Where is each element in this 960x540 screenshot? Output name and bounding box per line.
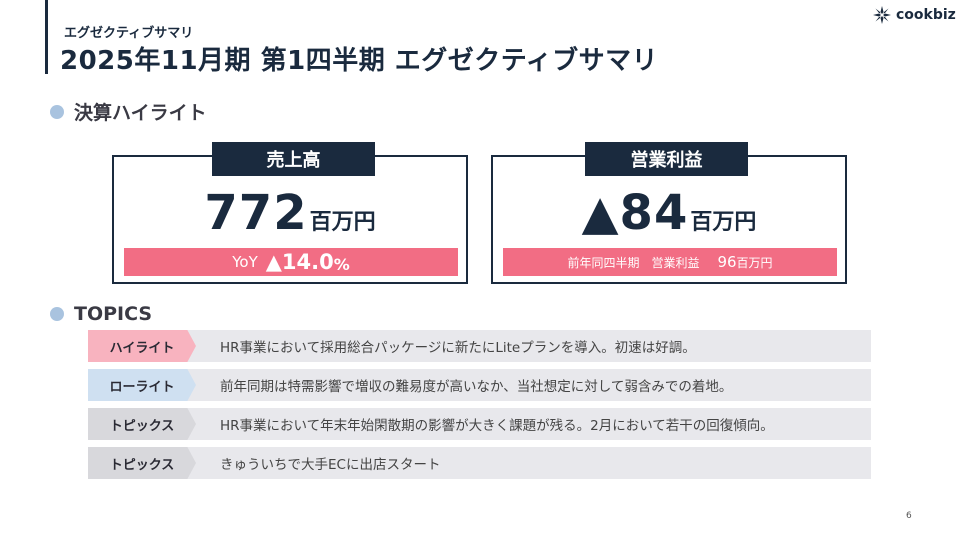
topic-text: 前年同期は特需影響で増収の難易度が高いなか、当社想定に対して弱含みでの着地。 bbox=[220, 379, 733, 395]
cookbiz-logo-icon bbox=[873, 6, 891, 24]
sales-yoy-bar: YoY ▲14.0 % bbox=[124, 248, 458, 276]
topic-text: HR事業において年末年始閑散期の影響が大きく課題が残る。2月において若干の回復傾… bbox=[220, 418, 774, 434]
logo-text: cookbiz bbox=[896, 7, 956, 23]
company-logo: cookbiz bbox=[872, 5, 956, 25]
topic-row: トピックス きゅういちで大手ECに出店スタート bbox=[88, 447, 871, 479]
sales-value: 772 bbox=[204, 185, 308, 241]
topic-tag: トピックス bbox=[88, 447, 196, 479]
section-label: TOPICS bbox=[74, 303, 153, 325]
sales-value-row: 772 百万円 bbox=[114, 185, 466, 241]
page-number: 6 bbox=[906, 511, 912, 521]
section-label: 決算ハイライト bbox=[74, 102, 207, 124]
profit-unit: 百万円 bbox=[690, 210, 757, 235]
profit-card: 営業利益 ▲84 百万円 前年同四半期 営業利益 96 百万円 bbox=[491, 142, 847, 284]
title-accent-bar bbox=[45, 0, 48, 74]
prev-unit: 百万円 bbox=[736, 255, 773, 270]
topic-row: ローライト 前年同期は特需影響で増収の難易度が高いなか、当社想定に対して弱含みで… bbox=[88, 369, 871, 401]
profit-value: ▲84 bbox=[581, 185, 689, 241]
topic-text: HR事業において採用総合パッケージに新たにLiteプランを導入。初速は好調。 bbox=[220, 340, 696, 356]
prev-label: 前年同四半期 営業利益 bbox=[567, 255, 700, 270]
sales-card: 売上高 772 百万円 YoY ▲14.0 % bbox=[112, 142, 468, 284]
bullet-dot bbox=[50, 104, 64, 119]
sales-card-tab: 売上高 bbox=[212, 142, 375, 176]
page-subtitle: エグゼクティブサマリ bbox=[64, 26, 194, 41]
topic-tag: トピックス bbox=[88, 408, 196, 440]
profit-value-row: ▲84 百万円 bbox=[493, 185, 845, 241]
topic-row: トピックス HR事業において年末年始閑散期の影響が大きく課題が残る。2月において… bbox=[88, 408, 871, 440]
topic-row: ハイライト HR事業において採用総合パッケージに新たにLiteプランを導入。初速… bbox=[88, 330, 871, 362]
sales-unit: 百万円 bbox=[309, 210, 376, 235]
yoy-unit: % bbox=[333, 254, 350, 274]
topic-text: きゅういちで大手ECに出店スタート bbox=[220, 457, 441, 473]
section-highlights: 決算ハイライト bbox=[50, 98, 207, 125]
page-title: 2025年11月期 第1四半期 エグゼクティブサマリ bbox=[60, 46, 659, 76]
profit-card-tab: 営業利益 bbox=[585, 142, 748, 176]
profit-prev-bar: 前年同四半期 営業利益 96 百万円 bbox=[503, 248, 837, 276]
yoy-value: ▲14.0 bbox=[265, 250, 334, 274]
prev-value: 96 bbox=[717, 253, 737, 271]
yoy-label: YoY bbox=[232, 253, 258, 271]
topic-tag: ハイライト bbox=[88, 330, 196, 362]
bullet-dot bbox=[50, 307, 64, 321]
topic-tag: ローライト bbox=[88, 369, 196, 401]
section-topics: TOPICS bbox=[50, 303, 152, 325]
